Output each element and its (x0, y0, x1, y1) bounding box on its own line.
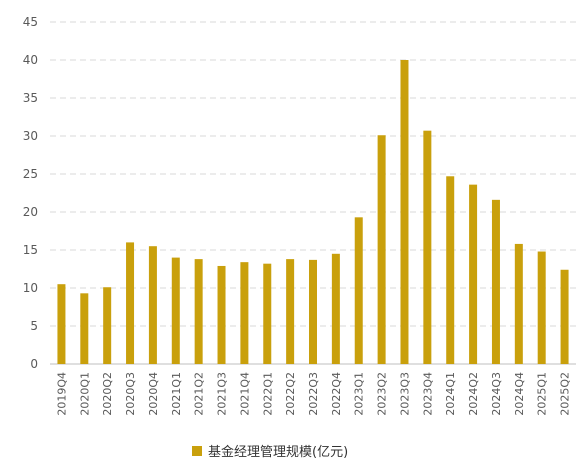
y-tick-label: 20 (23, 205, 38, 219)
bar (217, 265, 226, 364)
x-tick-label: 2024Q2 (467, 372, 480, 416)
x-tick-label: 2021Q2 (193, 372, 206, 416)
bar (423, 130, 432, 364)
x-tick-label: 2022Q2 (284, 372, 297, 416)
x-tick-label: 2023Q3 (398, 372, 411, 416)
bar (194, 259, 203, 364)
y-tick-label: 5 (30, 319, 38, 333)
bar (103, 287, 112, 364)
y-tick-label: 10 (23, 281, 38, 295)
x-tick-label: 2025Q2 (559, 372, 572, 416)
bar (400, 60, 409, 364)
bar (331, 253, 340, 364)
bar (80, 293, 89, 364)
bar (126, 242, 135, 364)
y-tick-label: 15 (23, 243, 38, 257)
bar (309, 259, 317, 364)
bar (286, 259, 295, 364)
x-tick-label: 2023Q2 (376, 372, 389, 416)
legend-label: 基金经理管理规模(亿元) (208, 444, 348, 460)
bar (171, 257, 180, 364)
bar (148, 246, 157, 364)
bar (469, 184, 478, 364)
y-tick-label: 40 (23, 53, 38, 67)
bar (57, 284, 66, 364)
bar (560, 269, 569, 364)
bar (377, 135, 386, 364)
x-tick-label: 2023Q4 (421, 372, 434, 416)
bar (240, 262, 249, 364)
y-tick-label: 45 (23, 15, 38, 29)
x-tick-label: 2020Q3 (124, 372, 137, 416)
x-tick-label: 2023Q1 (353, 372, 366, 416)
bars (57, 60, 569, 364)
x-tick-label: 2020Q2 (101, 372, 114, 416)
x-tick-label: 2022Q3 (307, 372, 320, 416)
legend: 基金经理管理规模(亿元) (192, 444, 348, 460)
x-tick-label: 2024Q3 (490, 372, 503, 416)
legend-swatch (192, 446, 202, 456)
y-axis-ticks: 0 5 10 15 20 25 30 35 40 45 (23, 15, 38, 371)
x-tick-label: 2025Q1 (536, 372, 549, 416)
bar (491, 199, 500, 364)
bar (446, 176, 455, 364)
y-tick-label: 25 (23, 167, 38, 181)
y-tick-label: 35 (23, 91, 38, 105)
bar (514, 243, 523, 364)
x-tick-label: 2022Q4 (330, 372, 343, 416)
x-tick-label: 2024Q4 (513, 372, 526, 416)
x-tick-label: 2021Q1 (170, 372, 183, 416)
bar (537, 251, 546, 364)
x-tick-label: 2021Q3 (216, 372, 229, 416)
x-axis-ticks: 2019Q4 2020Q1 2020Q2 2020Q3 2020Q4 2021Q1 2021… (55, 372, 571, 416)
x-tick-label: 2019Q4 (55, 372, 68, 416)
x-tick-label: 2021Q4 (238, 372, 251, 416)
x-tick-label: 2024Q1 (444, 372, 457, 416)
bar (354, 217, 363, 364)
x-tick-label: 2020Q1 (78, 372, 91, 416)
x-tick-label: 2020Q4 (147, 372, 160, 416)
y-tick-label: 30 (23, 129, 38, 143)
bar (263, 263, 272, 364)
x-tick-label: 2022Q1 (261, 372, 274, 416)
y-tick-label: 0 (30, 357, 38, 371)
